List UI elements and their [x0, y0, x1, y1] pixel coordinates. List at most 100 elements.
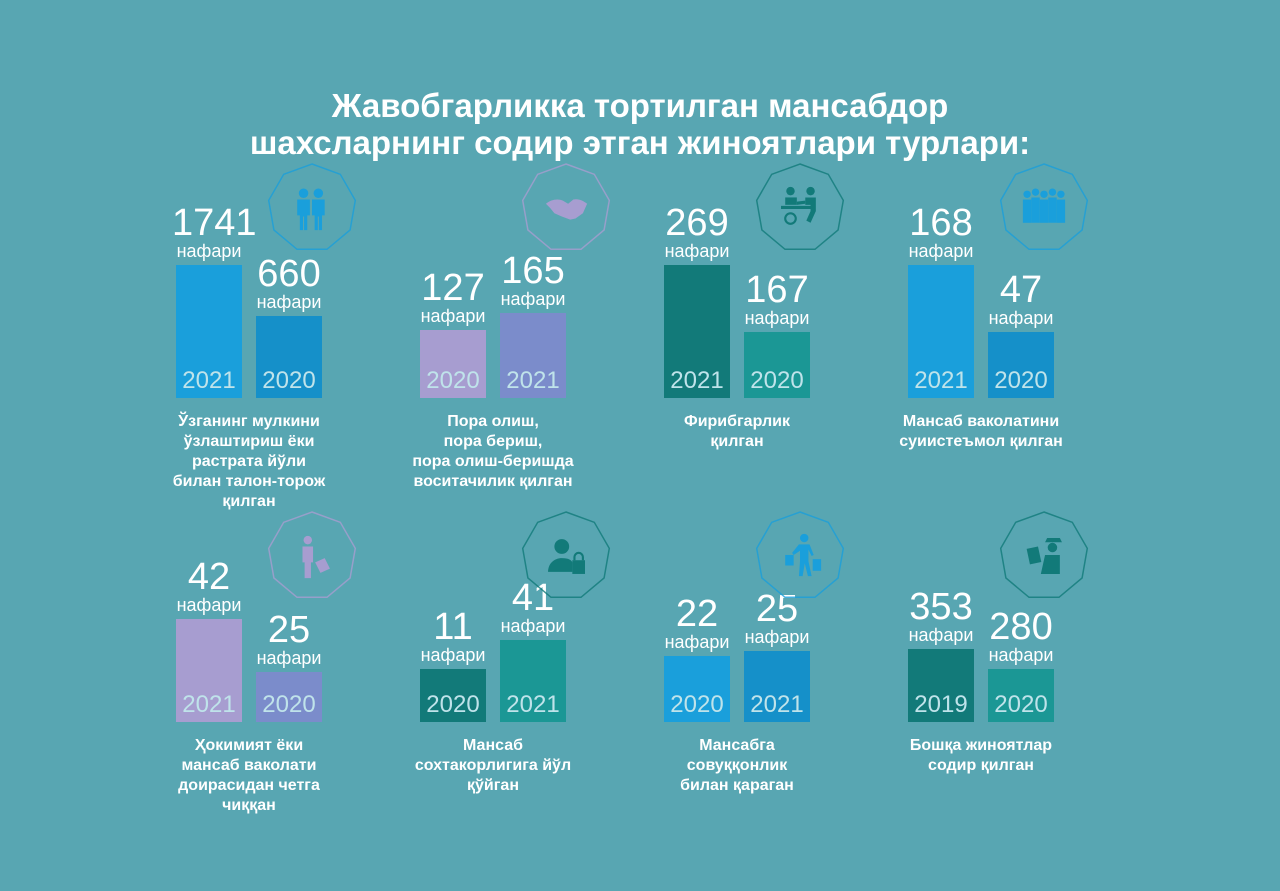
value-label: 41 нафари: [496, 577, 570, 636]
value-label: 165 нафари: [496, 252, 570, 309]
caption-line: ўзлаштириш ёки: [183, 433, 315, 450]
value-label: 127 нафари: [416, 267, 490, 326]
category-caption: Мансабга совуққонлик билан қараган: [627, 736, 847, 796]
caption-line: содир қилган: [928, 757, 1034, 774]
person-shopping-bags-icon-glyph: [785, 533, 822, 577]
person-lock-icon: [521, 511, 611, 599]
bar-year-label: 2021: [914, 368, 968, 394]
caption-line: қўйган: [467, 777, 519, 794]
value-unit: нафари: [256, 292, 322, 312]
bar-2020: 2020: [256, 316, 322, 398]
bar-year-label: 2021: [182, 368, 236, 394]
value-label: 353 нафари: [904, 586, 978, 645]
bar-year-label: 2020: [994, 692, 1048, 718]
bar-2020: 2020: [988, 332, 1054, 398]
bar-2021: 2021: [176, 265, 242, 398]
value-unit: нафари: [500, 289, 566, 309]
value-label: 168 нафари: [904, 202, 978, 261]
group-people-icon-glyph: [1022, 188, 1066, 223]
bar-year-label: 2021: [506, 368, 560, 394]
bar-2020: 2020: [420, 669, 486, 722]
value-unit: нафари: [664, 241, 730, 261]
caption-line: Пора олиш,: [447, 413, 539, 430]
icon-frame-octagon: [999, 511, 1089, 599]
officer-document-icon: [999, 511, 1089, 599]
value-unit: нафари: [908, 625, 974, 645]
bar-year-label: 2020: [750, 368, 804, 394]
caption-line: Ўзганинг мулкини: [178, 413, 320, 430]
caption-line: Мансабга: [699, 737, 775, 754]
handshake-icon: [521, 163, 611, 251]
page-title-line-2: шахсларнинг содир этган жиноятлари турла…: [249, 124, 1031, 161]
value-label: 167 нафари: [740, 269, 814, 328]
value-number: 127: [421, 267, 485, 309]
officer-document-icon-glyph: [1026, 538, 1062, 574]
fraud-exchange-icon: [755, 163, 845, 251]
bar-year-label: 2020: [994, 368, 1048, 394]
category-caption: Мансаб ваколатини суиистеъмол қилган: [871, 412, 1091, 452]
value-number: 22: [675, 593, 719, 635]
value-unit: нафари: [176, 241, 242, 261]
value-unit: нафари: [988, 308, 1054, 328]
icon-frame-octagon: [999, 163, 1089, 251]
caption-line: Мансаб: [463, 737, 523, 754]
caption-line: растрата йўли: [192, 453, 306, 470]
bar-2020: 2020: [664, 656, 730, 722]
caption-line: воситачилик қилган: [413, 473, 573, 490]
bar-year-label: 2020: [426, 692, 480, 718]
value-label: 25 нафари: [252, 611, 326, 668]
bar-2021: 2021: [500, 640, 566, 722]
caption-line: қилган: [222, 493, 276, 510]
couple-people-icon: [267, 163, 357, 251]
category-caption: Фирибгарлик қилган: [627, 412, 847, 452]
value-number: 41: [511, 577, 555, 619]
bar-2020: 2020: [744, 332, 810, 398]
value-unit: нафари: [256, 648, 322, 668]
value-unit: нафари: [500, 616, 566, 636]
bar-2021: 2021: [744, 651, 810, 722]
value-label: 47 нафари: [984, 269, 1058, 328]
value-label: 25 нафари: [740, 588, 814, 647]
caption-line: Мансаб ваколатини: [902, 413, 1060, 430]
icon-frame-octagon: [755, 163, 845, 251]
bar-year-label: 2021: [670, 368, 724, 394]
value-number: 1741: [172, 202, 257, 244]
bar-2020: 2020: [420, 330, 486, 398]
value-label: 269 нафари: [660, 204, 734, 261]
bar-2019: 2019: [908, 649, 974, 722]
caption-line: пора олиш-беришда: [412, 453, 574, 470]
bar-year-label: 2021: [182, 692, 236, 718]
caption-line: чиққан: [222, 797, 276, 814]
value-unit: нафари: [908, 241, 974, 261]
value-number: 353: [909, 586, 973, 628]
value-label: 280 нафари: [984, 608, 1058, 665]
value-label: 42 нафари: [172, 556, 246, 615]
value-label: 660 нафари: [252, 255, 326, 312]
bar-2021: 2021: [176, 619, 242, 722]
value-unit: нафари: [420, 645, 486, 665]
value-number: 167: [745, 269, 809, 311]
bar-year-label: 2021: [506, 692, 560, 718]
value-number: 42: [187, 556, 231, 598]
value-number: 25: [755, 588, 799, 630]
value-label: 11 нафари: [416, 606, 490, 665]
value-number: 47: [999, 269, 1043, 311]
bar-year-label: 2020: [262, 692, 316, 718]
icon-frame-octagon: [267, 511, 357, 599]
caption-line: Бошқа жиноятлар: [909, 737, 1053, 754]
caption-line: доирасидан четга: [178, 777, 320, 794]
value-unit: нафари: [420, 306, 486, 326]
value-label: 22 нафари: [660, 593, 734, 652]
group-people-icon: [999, 163, 1089, 251]
value-unit: нафари: [988, 645, 1054, 665]
handshake-icon-glyph: [545, 199, 588, 220]
caption-line: билан талон-торож: [172, 473, 326, 490]
bar-year-label: 2020: [426, 368, 480, 394]
value-unit: нафари: [664, 632, 730, 652]
value-number: 168: [909, 202, 973, 244]
caption-line: Ҳокимият ёки: [194, 737, 304, 754]
value-number: 11: [433, 606, 473, 648]
fraud-exchange-icon-glyph: [780, 186, 816, 225]
person-shopping-bags-icon: [755, 511, 845, 599]
